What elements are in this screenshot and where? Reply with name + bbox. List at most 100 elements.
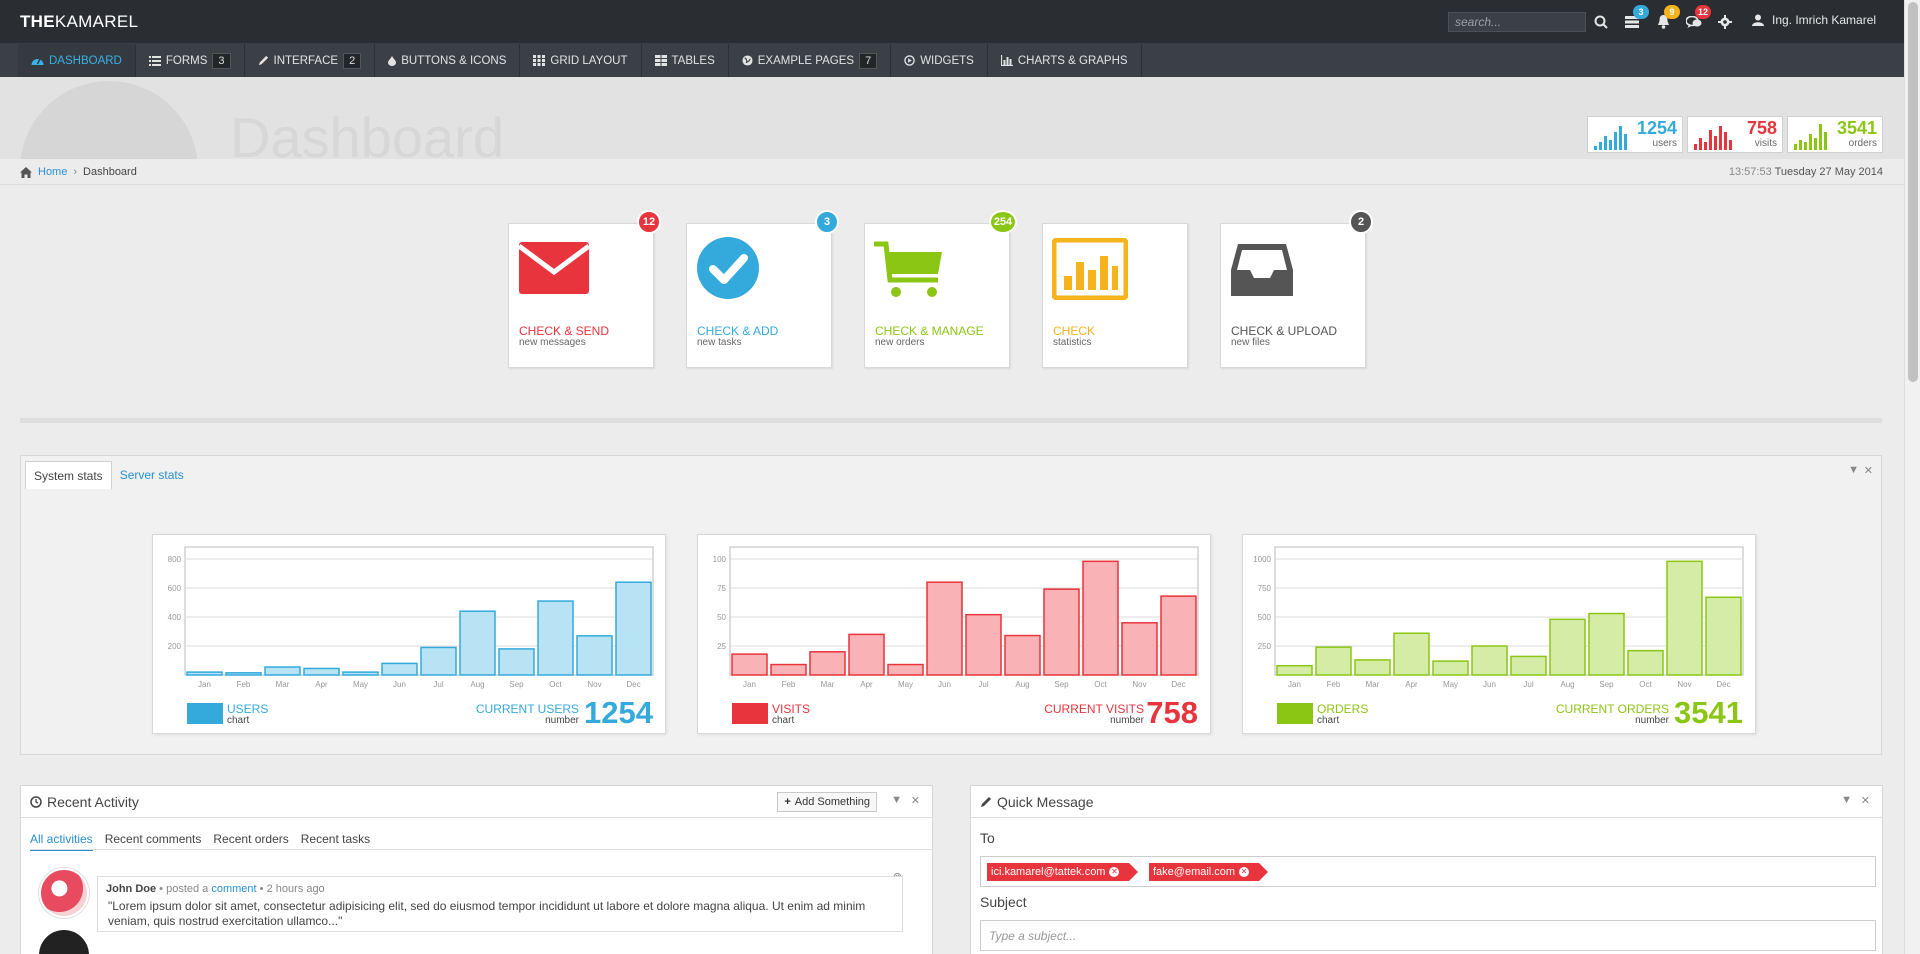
tab-server-stats[interactable]: Server stats	[119, 468, 184, 482]
legend-swatch	[1277, 703, 1313, 724]
collapse-icon[interactable]: ▼	[1848, 464, 1859, 476]
nav-item-buttons-icons[interactable]: Buttons & Icons	[375, 44, 521, 77]
remove-recipient-icon[interactable]: ✕	[1239, 867, 1250, 877]
chart-bar[interactable]	[887, 663, 924, 676]
message-close-icon[interactable]: ✕	[1860, 795, 1870, 807]
nav-item-widgets[interactable]: Widgets	[891, 44, 988, 77]
chart-bar[interactable]	[1666, 560, 1703, 676]
breadcrumb-current: Dashboard	[83, 166, 137, 178]
to-field[interactable]: ici.kamarel@tattek.com ✕ fake@email.com …	[980, 856, 1876, 887]
tile-upload[interactable]: CHECK & UPLOAD new files 2	[1220, 210, 1373, 368]
chart-bar[interactable]	[1627, 649, 1664, 676]
play-circle-icon	[904, 55, 915, 66]
chart-bar[interactable]	[576, 635, 613, 676]
chart-bar[interactable]	[1432, 660, 1469, 676]
nav-item-tables[interactable]: Tables	[642, 44, 729, 77]
tile-tasks[interactable]: CHECK & ADD new tasks 3	[686, 210, 839, 368]
window-scrollbar-thumb[interactable]	[1908, 2, 1918, 382]
visits-stat-box[interactable]: 758 visits	[1687, 116, 1783, 153]
activity-collapse-icon[interactable]: ▼	[891, 794, 902, 806]
nav-item-interface[interactable]: Interface 2	[245, 44, 376, 77]
chart-bar[interactable]	[498, 648, 535, 676]
chart-bar[interactable]	[459, 610, 496, 676]
nav-item-forms[interactable]: Forms 3	[136, 44, 245, 77]
nav-item-dashboard[interactable]: Dashboard	[18, 44, 136, 77]
recipient-tag[interactable]: fake@email.com ✕	[1149, 863, 1269, 881]
tile-statistics[interactable]: CHECK statistics	[1042, 223, 1188, 368]
tab-all-activities[interactable]: All activities	[30, 832, 93, 851]
chart-bar[interactable]	[1588, 612, 1625, 676]
tile-messages[interactable]: CHECK & SEND new messages 12	[508, 210, 661, 368]
chart-bar[interactable]	[1354, 659, 1391, 676]
y-tick-label: 400	[168, 613, 182, 622]
window-scrollbar[interactable]	[1904, 0, 1920, 954]
chart-bar[interactable]	[1121, 622, 1158, 676]
tab-recent-comments[interactable]: Recent comments	[104, 832, 202, 846]
user-menu[interactable]: Ing. Imrich Kamarel	[1752, 13, 1876, 27]
remove-recipient-icon[interactable]: ✕	[1109, 867, 1120, 877]
close-icon[interactable]: ✕	[1863, 465, 1873, 477]
chart-bar[interactable]	[303, 667, 340, 676]
activity-author[interactable]: John Doe	[106, 883, 157, 895]
recipient-tag[interactable]: ici.kamarel@tattek.com ✕	[987, 863, 1140, 881]
brand-logo[interactable]: THEKAMAREL	[20, 12, 139, 31]
chart-bar[interactable]	[264, 666, 301, 676]
tile-orders[interactable]: CHECK & MANAGE new orders 254	[864, 210, 1017, 368]
chart-bar[interactable]	[809, 651, 846, 676]
breadcrumb-home-link[interactable]: Home	[38, 166, 68, 178]
chart-bar[interactable]	[1276, 664, 1313, 676]
chart-bar[interactable]	[1160, 595, 1197, 676]
chart-bar[interactable]	[186, 671, 223, 676]
current-sub: number	[1110, 715, 1144, 726]
chart-bar[interactable]	[225, 672, 262, 676]
chart-bar[interactable]	[848, 633, 885, 676]
gear-icon[interactable]	[1714, 12, 1736, 32]
tab-system-stats[interactable]: System stats	[25, 461, 112, 489]
chart-bar[interactable]	[1004, 634, 1041, 676]
activity-close-icon[interactable]: ✕	[910, 795, 920, 807]
tab-recent-orders[interactable]: Recent orders	[213, 832, 289, 846]
chart-bar[interactable]	[926, 581, 963, 676]
main-content: CHECK & SEND new messages 12 CHECK & ADD…	[0, 185, 1904, 954]
tasks-icon[interactable]: 3	[1621, 5, 1649, 32]
chart-bar[interactable]	[1549, 618, 1586, 676]
chart-bar[interactable]	[965, 613, 1002, 676]
tile-tasks-badge: 3	[815, 210, 839, 234]
comments-icon[interactable]: 12	[1683, 5, 1711, 32]
chart-bar[interactable]	[615, 581, 652, 676]
subject-field[interactable]: Type a subject...	[980, 920, 1876, 951]
nav-item-example-pages[interactable]: Example Pages 7	[729, 44, 892, 77]
breadcrumb-bar: Home › Dashboard 13:57:53 Tuesday 27 May…	[0, 159, 1904, 185]
avatar[interactable]	[39, 868, 89, 918]
avatar[interactable]	[39, 930, 89, 954]
y-tick-label: 500	[1258, 613, 1272, 622]
chart-bar[interactable]	[770, 663, 807, 676]
chart-bar[interactable]	[1510, 655, 1547, 676]
chart-bar[interactable]	[342, 671, 379, 676]
users-stat-box[interactable]: 1254 users	[1587, 116, 1683, 153]
chart-bar[interactable]	[1315, 646, 1352, 676]
chart-bar[interactable]	[731, 653, 768, 676]
y-tick-label: 200	[168, 642, 182, 651]
chart-bar[interactable]	[381, 662, 418, 676]
add-something-button[interactable]: + Add Something	[777, 792, 877, 812]
chart-bar[interactable]	[1705, 596, 1742, 676]
activity-link[interactable]: comment	[211, 883, 257, 895]
chart-bar[interactable]	[420, 646, 457, 676]
chart-bar[interactable]	[1082, 560, 1119, 676]
chart-bar[interactable]	[1471, 645, 1508, 676]
chart-bar[interactable]	[537, 600, 574, 676]
chart-bar[interactable]	[1393, 632, 1430, 676]
message-collapse-icon[interactable]: ▼	[1841, 794, 1852, 806]
home-icon[interactable]	[20, 166, 32, 178]
y-tick-label: 75	[717, 584, 726, 593]
search-icon[interactable]	[1590, 12, 1612, 32]
nav-item-charts-graphs[interactable]: Charts & Graphs	[988, 44, 1142, 77]
bell-icon[interactable]: 9	[1652, 5, 1680, 32]
nav-item-grid-layout[interactable]: Grid Layout	[520, 44, 642, 77]
tab-recent-tasks[interactable]: Recent tasks	[300, 832, 371, 846]
search-input[interactable]	[1448, 12, 1586, 32]
orders-stat-box[interactable]: 3541 orders	[1787, 116, 1883, 153]
tile-messages-sub: new messages	[519, 337, 586, 348]
chart-bar[interactable]	[1043, 588, 1080, 676]
